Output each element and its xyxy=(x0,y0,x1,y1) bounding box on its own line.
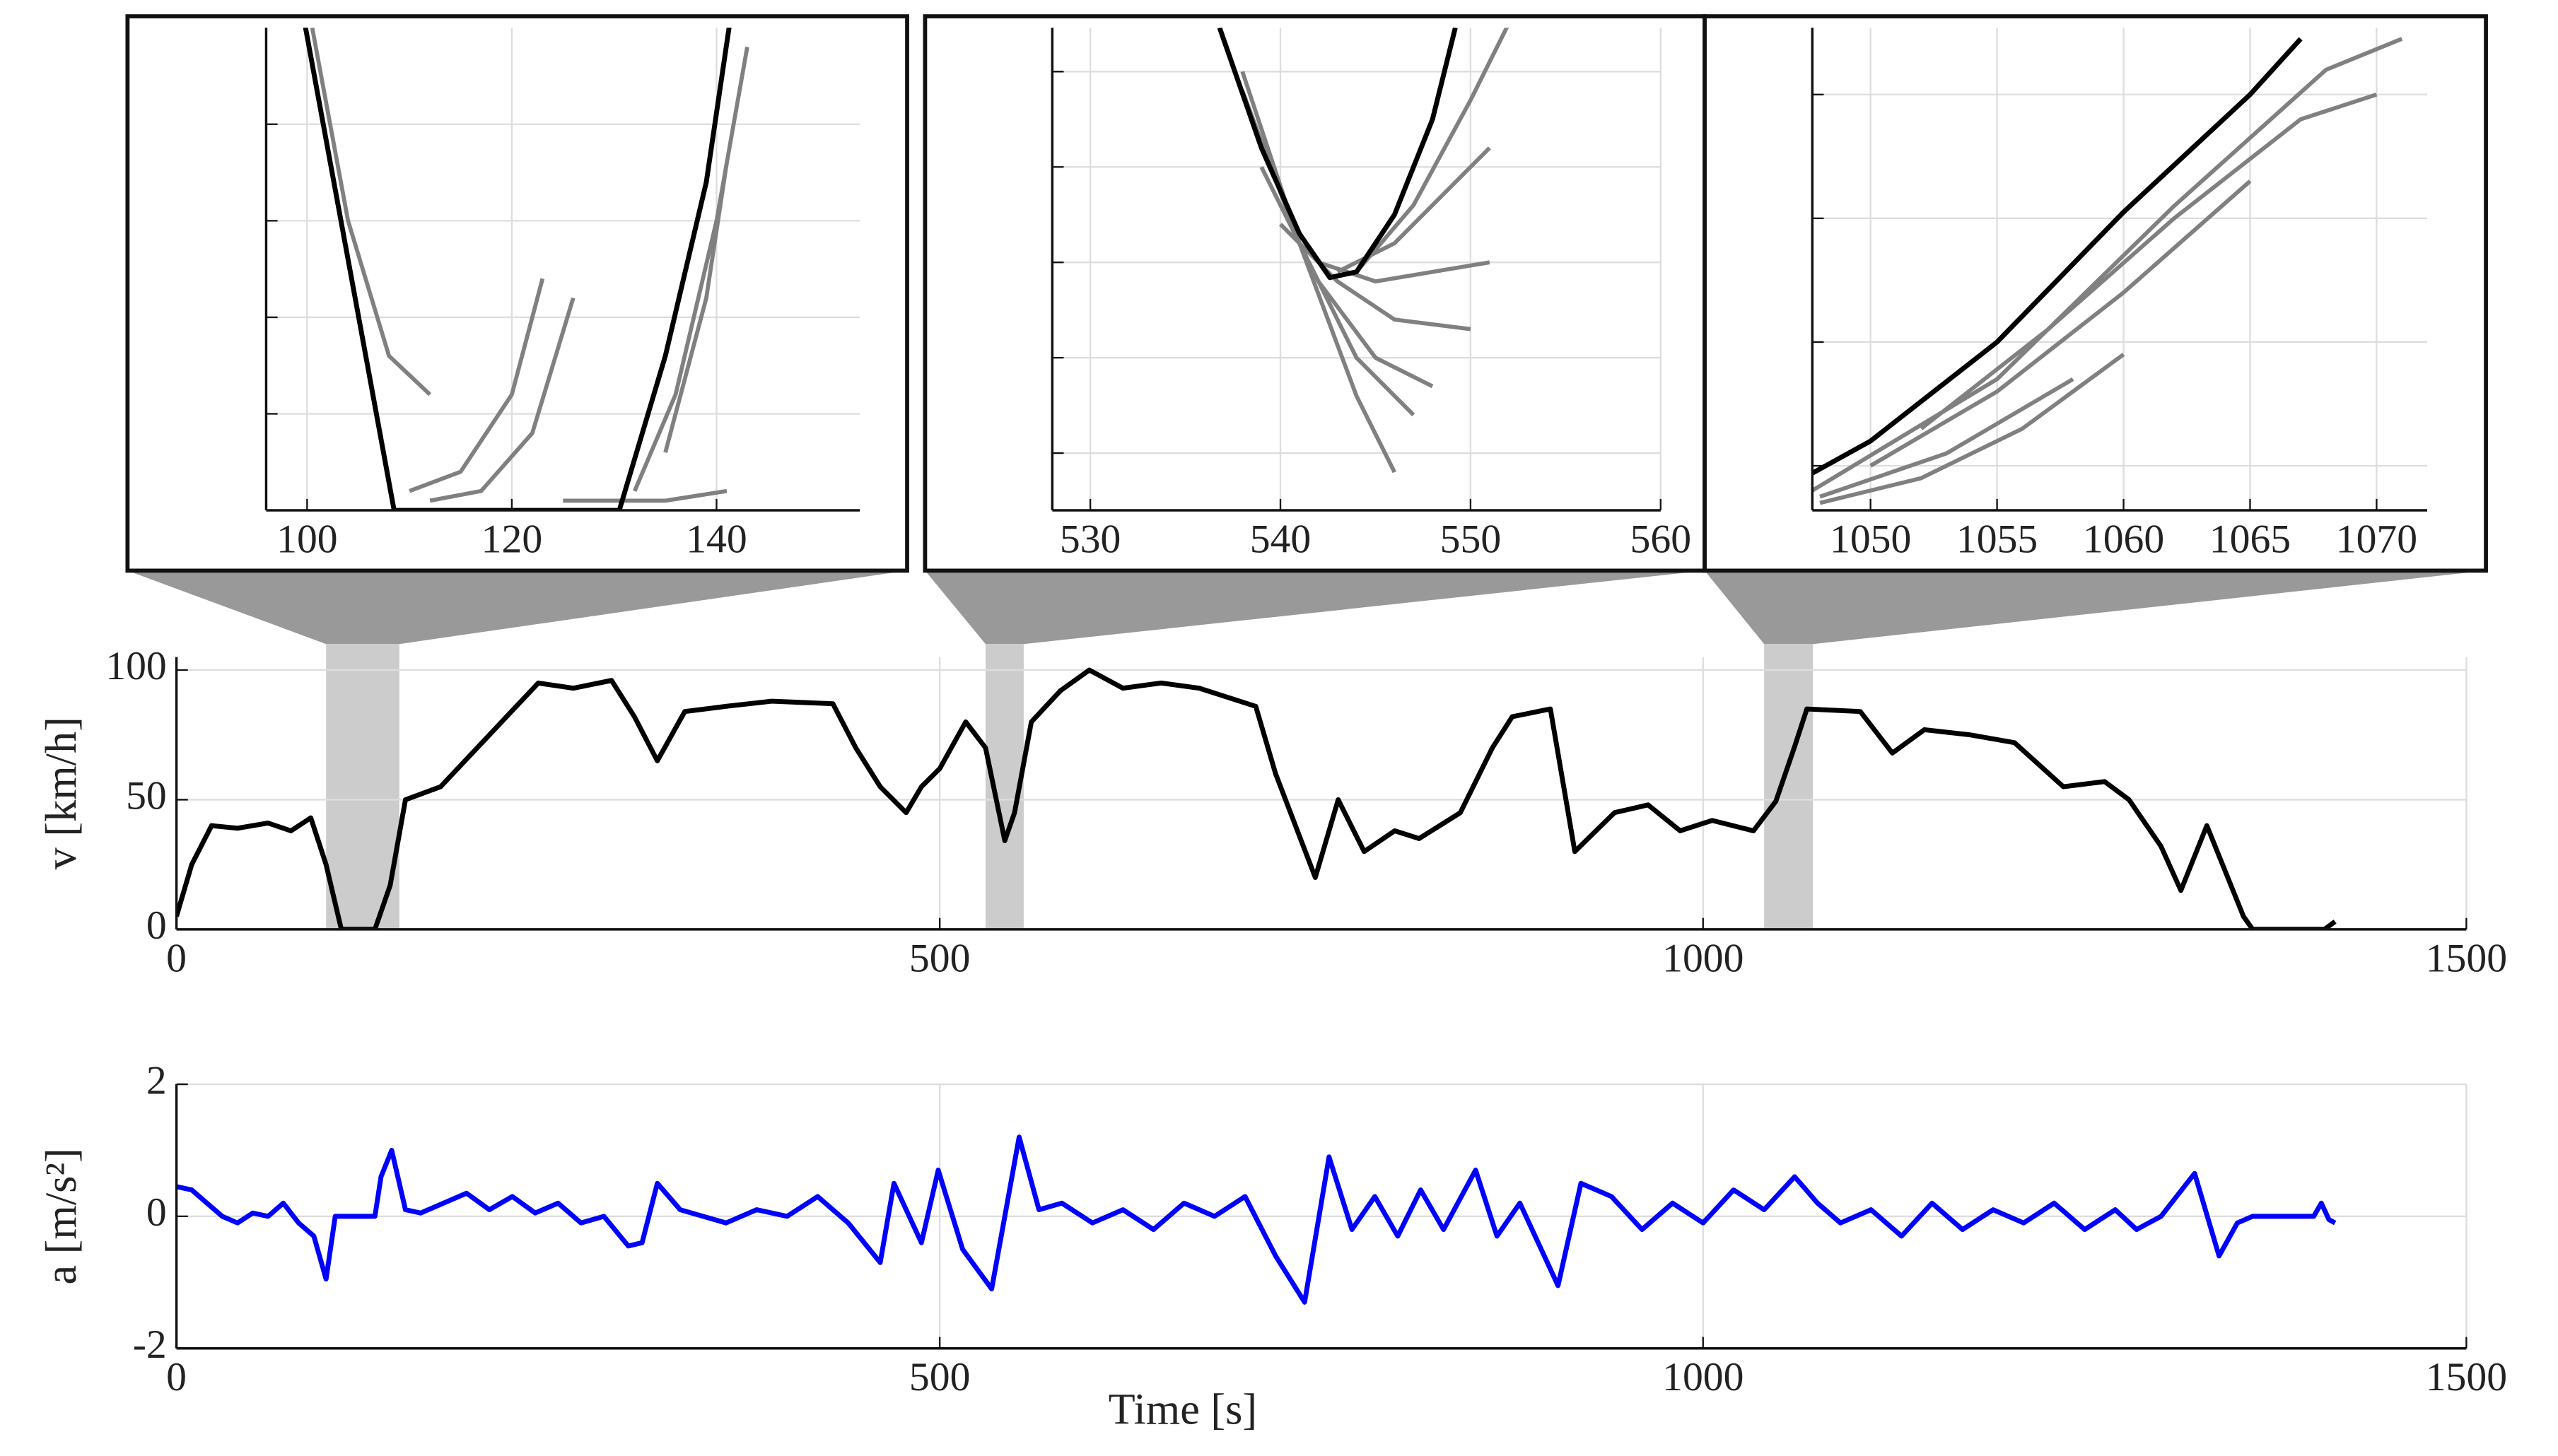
data-line xyxy=(429,297,576,503)
zoom-connector xyxy=(127,570,908,645)
x-tick-label: 0 xyxy=(166,1355,187,1399)
data-line xyxy=(1819,353,2125,505)
y-axis-label: a [m/s²] xyxy=(37,1148,86,1284)
data-line xyxy=(1278,223,1471,331)
zoom-connector xyxy=(1705,570,2487,645)
data-line xyxy=(1217,28,1458,281)
y-tick-label: -2 xyxy=(133,1322,167,1367)
y-tick-label: 100 xyxy=(105,644,166,688)
data-line xyxy=(303,28,732,511)
x-tick-label: 0 xyxy=(166,936,187,980)
x-tick-label: 1500 xyxy=(2426,1355,2507,1399)
data-line xyxy=(409,278,545,493)
x-tick-label: 530 xyxy=(1060,517,1121,561)
data-line xyxy=(1259,165,1434,389)
x-tick-label: 540 xyxy=(1250,517,1311,561)
x-tick-label: 120 xyxy=(481,517,542,561)
x-axis-label: Time [s] xyxy=(1109,1385,1257,1433)
data-line xyxy=(663,162,729,453)
y-axis-label: v [km/h] xyxy=(37,717,86,869)
data-line xyxy=(632,47,749,492)
x-tick-label: 500 xyxy=(909,936,970,980)
x-tick-label: 100 xyxy=(276,517,337,561)
data-line xyxy=(310,28,432,397)
inset-frame xyxy=(125,14,909,573)
data-line xyxy=(1920,93,2378,430)
x-tick-label: 500 xyxy=(909,1355,970,1399)
y-tick-label: 0 xyxy=(146,903,167,948)
y-tick-label: 2 xyxy=(146,1058,167,1103)
highlight-region xyxy=(1764,644,1814,929)
x-tick-label: 1055 xyxy=(1956,517,2038,561)
x-tick-label: 1070 xyxy=(2336,517,2417,561)
x-tick-label: 550 xyxy=(1440,517,1501,561)
x-tick-label: 1065 xyxy=(2209,517,2291,561)
zoom-connector xyxy=(925,570,1705,645)
x-tick-label: 140 xyxy=(686,517,747,561)
data-line xyxy=(176,667,2337,929)
inset-frame xyxy=(1703,14,2488,573)
x-tick-label: 1500 xyxy=(2426,936,2507,980)
data-line xyxy=(1812,37,2303,476)
data-line xyxy=(176,1134,2337,1305)
inset-frame xyxy=(923,14,1707,573)
data-line xyxy=(1869,180,2252,468)
y-tick-label: 50 xyxy=(126,774,167,818)
data-line xyxy=(1240,71,1396,474)
x-tick-label: 1000 xyxy=(1662,936,1744,980)
x-tick-label: 1060 xyxy=(2083,517,2164,561)
data-line xyxy=(563,488,728,503)
data-line xyxy=(1819,377,2074,499)
data-line xyxy=(1355,28,1509,274)
x-tick-label: 560 xyxy=(1630,517,1691,561)
highlight-region xyxy=(326,644,399,929)
x-tick-label: 1000 xyxy=(1662,1355,1744,1399)
y-tick-label: 0 xyxy=(146,1190,167,1235)
x-tick-label: 1050 xyxy=(1830,517,1911,561)
